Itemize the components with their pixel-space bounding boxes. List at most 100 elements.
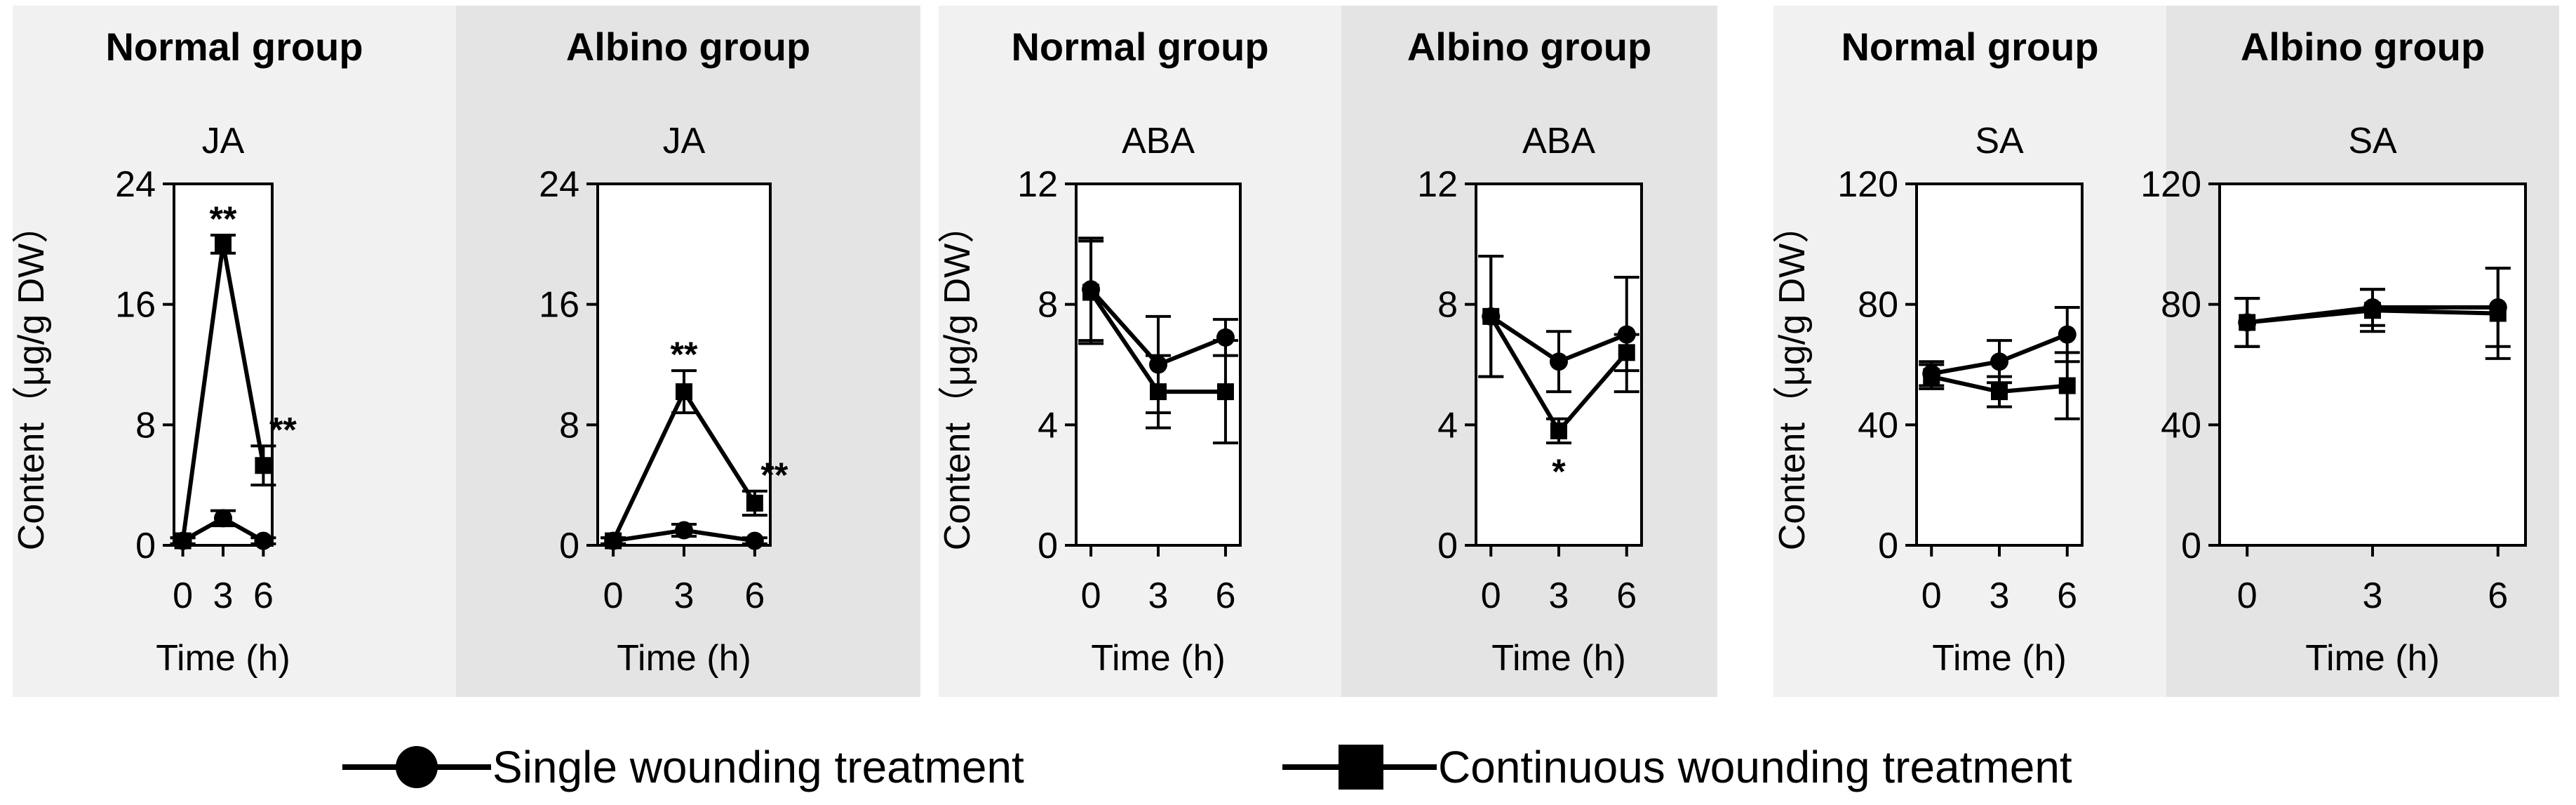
y-axis-title: Content（μg/g DW） (1772, 207, 1813, 550)
significance-mark: * (1552, 452, 1566, 491)
y-tick-label: 80 (1858, 285, 1898, 326)
group-title: Albino group (566, 25, 810, 69)
data-point-square (2364, 302, 2381, 319)
group-title: Normal group (105, 25, 363, 69)
y-tick-label: 8 (135, 405, 156, 446)
x-axis-title: Time (h) (156, 638, 290, 679)
data-point-circle (1216, 328, 1235, 347)
legend-label-continuous: Continuous wounding treatment (1438, 742, 2072, 792)
y-tick-label: 12 (1417, 164, 1458, 205)
group-title: Normal group (1841, 25, 2098, 69)
plot-area (1915, 182, 2084, 547)
legend-label-single: Single wounding treatment (492, 742, 1024, 792)
x-tick-label: 0 (1921, 576, 1942, 616)
x-tick-label: 3 (213, 576, 234, 616)
data-point-square (1482, 307, 1500, 325)
data-point-square (1082, 284, 1100, 301)
legend: Single wounding treatment Continuous woun… (342, 742, 2072, 792)
x-tick-label: 6 (2488, 576, 2508, 616)
y-tick-label: 120 (1837, 164, 1898, 205)
hormone-title: JA (202, 121, 245, 161)
significance-mark: ** (210, 199, 237, 239)
data-point-circle (2058, 325, 2077, 344)
y-tick-label: 12 (1017, 164, 1058, 205)
x-tick-label: 0 (1081, 576, 1101, 616)
x-tick-label: 0 (603, 576, 624, 616)
y-tick-label: 16 (539, 285, 579, 326)
y-tick-label: 8 (1437, 285, 1458, 326)
data-point-square (1618, 344, 1635, 361)
series-continuous: ** ** (170, 199, 297, 550)
y-tick-label: 0 (2181, 526, 2201, 566)
y-axis-title: Content（μg/g DW） (937, 207, 978, 550)
y-tick-label: 120 (2140, 164, 2201, 205)
chart-panel-5: Normal group SA 0 40 80 120 0 3 6 Time (h) Content… (1772, 6, 2166, 697)
x-axis-title: Time (h) (1932, 638, 2067, 679)
y-tick-label: 40 (2161, 405, 2201, 446)
data-point-square (1991, 383, 2008, 401)
series-continuous: ** ** (601, 335, 789, 550)
x-tick-label: 6 (2057, 576, 2077, 616)
data-point-square (1923, 368, 1940, 385)
x-tick-label: 3 (1990, 576, 2010, 616)
y-tick-label: 0 (1038, 526, 1058, 566)
y-tick-label: 4 (1038, 405, 1058, 446)
significance-mark: ** (269, 410, 297, 449)
significance-mark: ** (760, 455, 788, 495)
data-point-square (2489, 305, 2507, 322)
x-tick-label: 0 (2237, 576, 2258, 616)
group-title: Albino group (2241, 25, 2485, 69)
data-point-square (174, 532, 192, 550)
data-point-circle (745, 531, 764, 550)
data-point-circle (1550, 352, 1568, 371)
x-tick-label: 3 (1549, 576, 1569, 616)
chart-panel-6: Albino group SA 0 40 80 120 0 3 6 Time (h) (2140, 6, 2559, 697)
y-tick-label: 0 (135, 526, 156, 566)
data-point-circle (675, 521, 693, 540)
data-point-square (605, 532, 622, 550)
y-tick-label: 4 (1437, 405, 1458, 446)
data-point-square (676, 383, 692, 401)
y-tick-label: 40 (1858, 405, 1898, 446)
y-axis-title: Content（μg/g DW） (11, 207, 52, 550)
series-continuous (1078, 239, 1238, 445)
hormone-title: SA (1975, 121, 2024, 161)
significance-mark: ** (671, 335, 698, 374)
y-tick-label: 24 (115, 164, 156, 205)
legend-marker-circle (396, 746, 438, 788)
x-tick-label: 3 (2363, 576, 2383, 616)
series-continuous (2234, 267, 2511, 360)
x-tick-label: 3 (674, 576, 695, 616)
x-tick-label: 6 (253, 576, 274, 616)
plot-area (2218, 182, 2527, 547)
x-axis-title: Time (h) (617, 638, 751, 679)
x-axis-title: Time (h) (1491, 638, 1626, 679)
group-title: Albino group (1407, 25, 1651, 69)
y-tick-label: 8 (559, 405, 579, 446)
hormone-title: JA (663, 121, 706, 161)
data-point-square (255, 457, 272, 474)
y-tick-label: 0 (559, 526, 579, 566)
data-point-square (2239, 314, 2256, 331)
y-tick-label: 0 (1437, 526, 1458, 566)
x-tick-label: 0 (173, 576, 193, 616)
x-tick-label: 3 (1148, 576, 1169, 616)
x-tick-label: 6 (744, 576, 765, 616)
y-tick-label: 16 (115, 285, 156, 326)
series-continuous (1919, 351, 2080, 420)
data-point-square (2058, 377, 2076, 394)
data-point-circle (1990, 352, 2008, 371)
hormone-title: ABA (1522, 121, 1595, 161)
hormone-title: SA (2348, 121, 2397, 161)
x-tick-label: 6 (1616, 576, 1637, 616)
y-tick-label: 24 (539, 164, 579, 205)
x-tick-label: 0 (1481, 576, 1501, 616)
y-tick-label: 0 (1878, 526, 1898, 566)
chart-panel-3: Normal group ABA 0 4 8 12 0 3 6 Time (h) Content（μ… (937, 6, 1341, 697)
data-point-square (1216, 383, 1234, 401)
data-point-square (1550, 422, 1567, 439)
data-point-square (1150, 383, 1167, 401)
